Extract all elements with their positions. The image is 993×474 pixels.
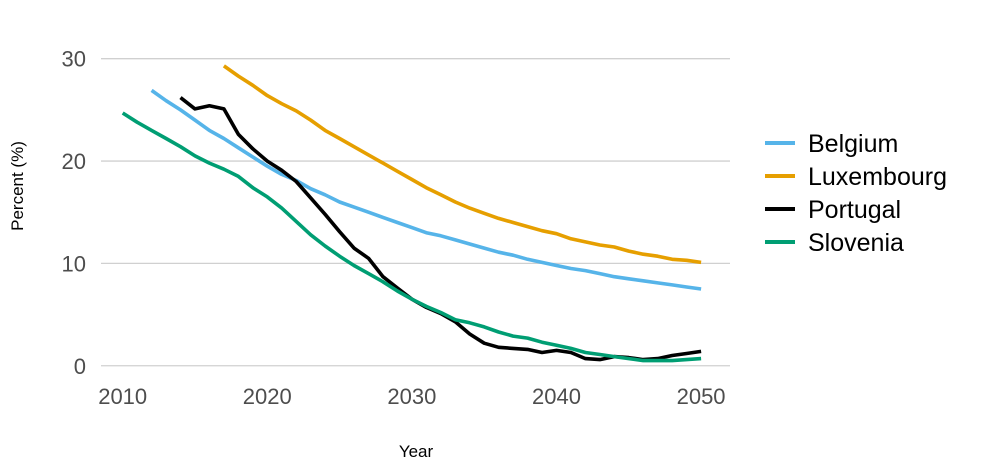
- gridlines: [101, 58, 730, 367]
- y-tick-label: 20: [62, 149, 86, 174]
- series-line-luxembourg: [222, 64, 702, 265]
- y-axis-ticks: 0 10 20 30: [62, 47, 86, 379]
- series-line-portugal: [179, 96, 702, 362]
- x-tick-label: 2010: [98, 384, 147, 409]
- legend-label-slovenia: Slovenia: [808, 229, 904, 257]
- y-tick-label: 10: [62, 251, 86, 276]
- x-tick-label: 2020: [243, 384, 292, 409]
- series-line-slovenia: [121, 111, 702, 363]
- y-tick-label: 0: [74, 354, 86, 379]
- legend-label-portugal: Portugal: [808, 196, 901, 224]
- y-tick-label: 30: [62, 47, 86, 72]
- series-lines: [121, 64, 702, 363]
- x-axis-title: Year: [399, 442, 434, 461]
- x-tick-label: 2040: [532, 384, 581, 409]
- x-axis-ticks: 2010 2020 2030 2040 2050: [98, 384, 725, 409]
- x-tick-label: 2030: [387, 384, 436, 409]
- legend: Belgium Luxembourg Portugal Slovenia: [765, 130, 947, 257]
- series-line-belgium: [150, 88, 702, 291]
- x-tick-label: 2050: [677, 384, 726, 409]
- legend-label-luxembourg: Luxembourg: [808, 163, 947, 191]
- y-axis-title: Percent (%): [8, 141, 27, 231]
- legend-label-belgium: Belgium: [808, 130, 898, 158]
